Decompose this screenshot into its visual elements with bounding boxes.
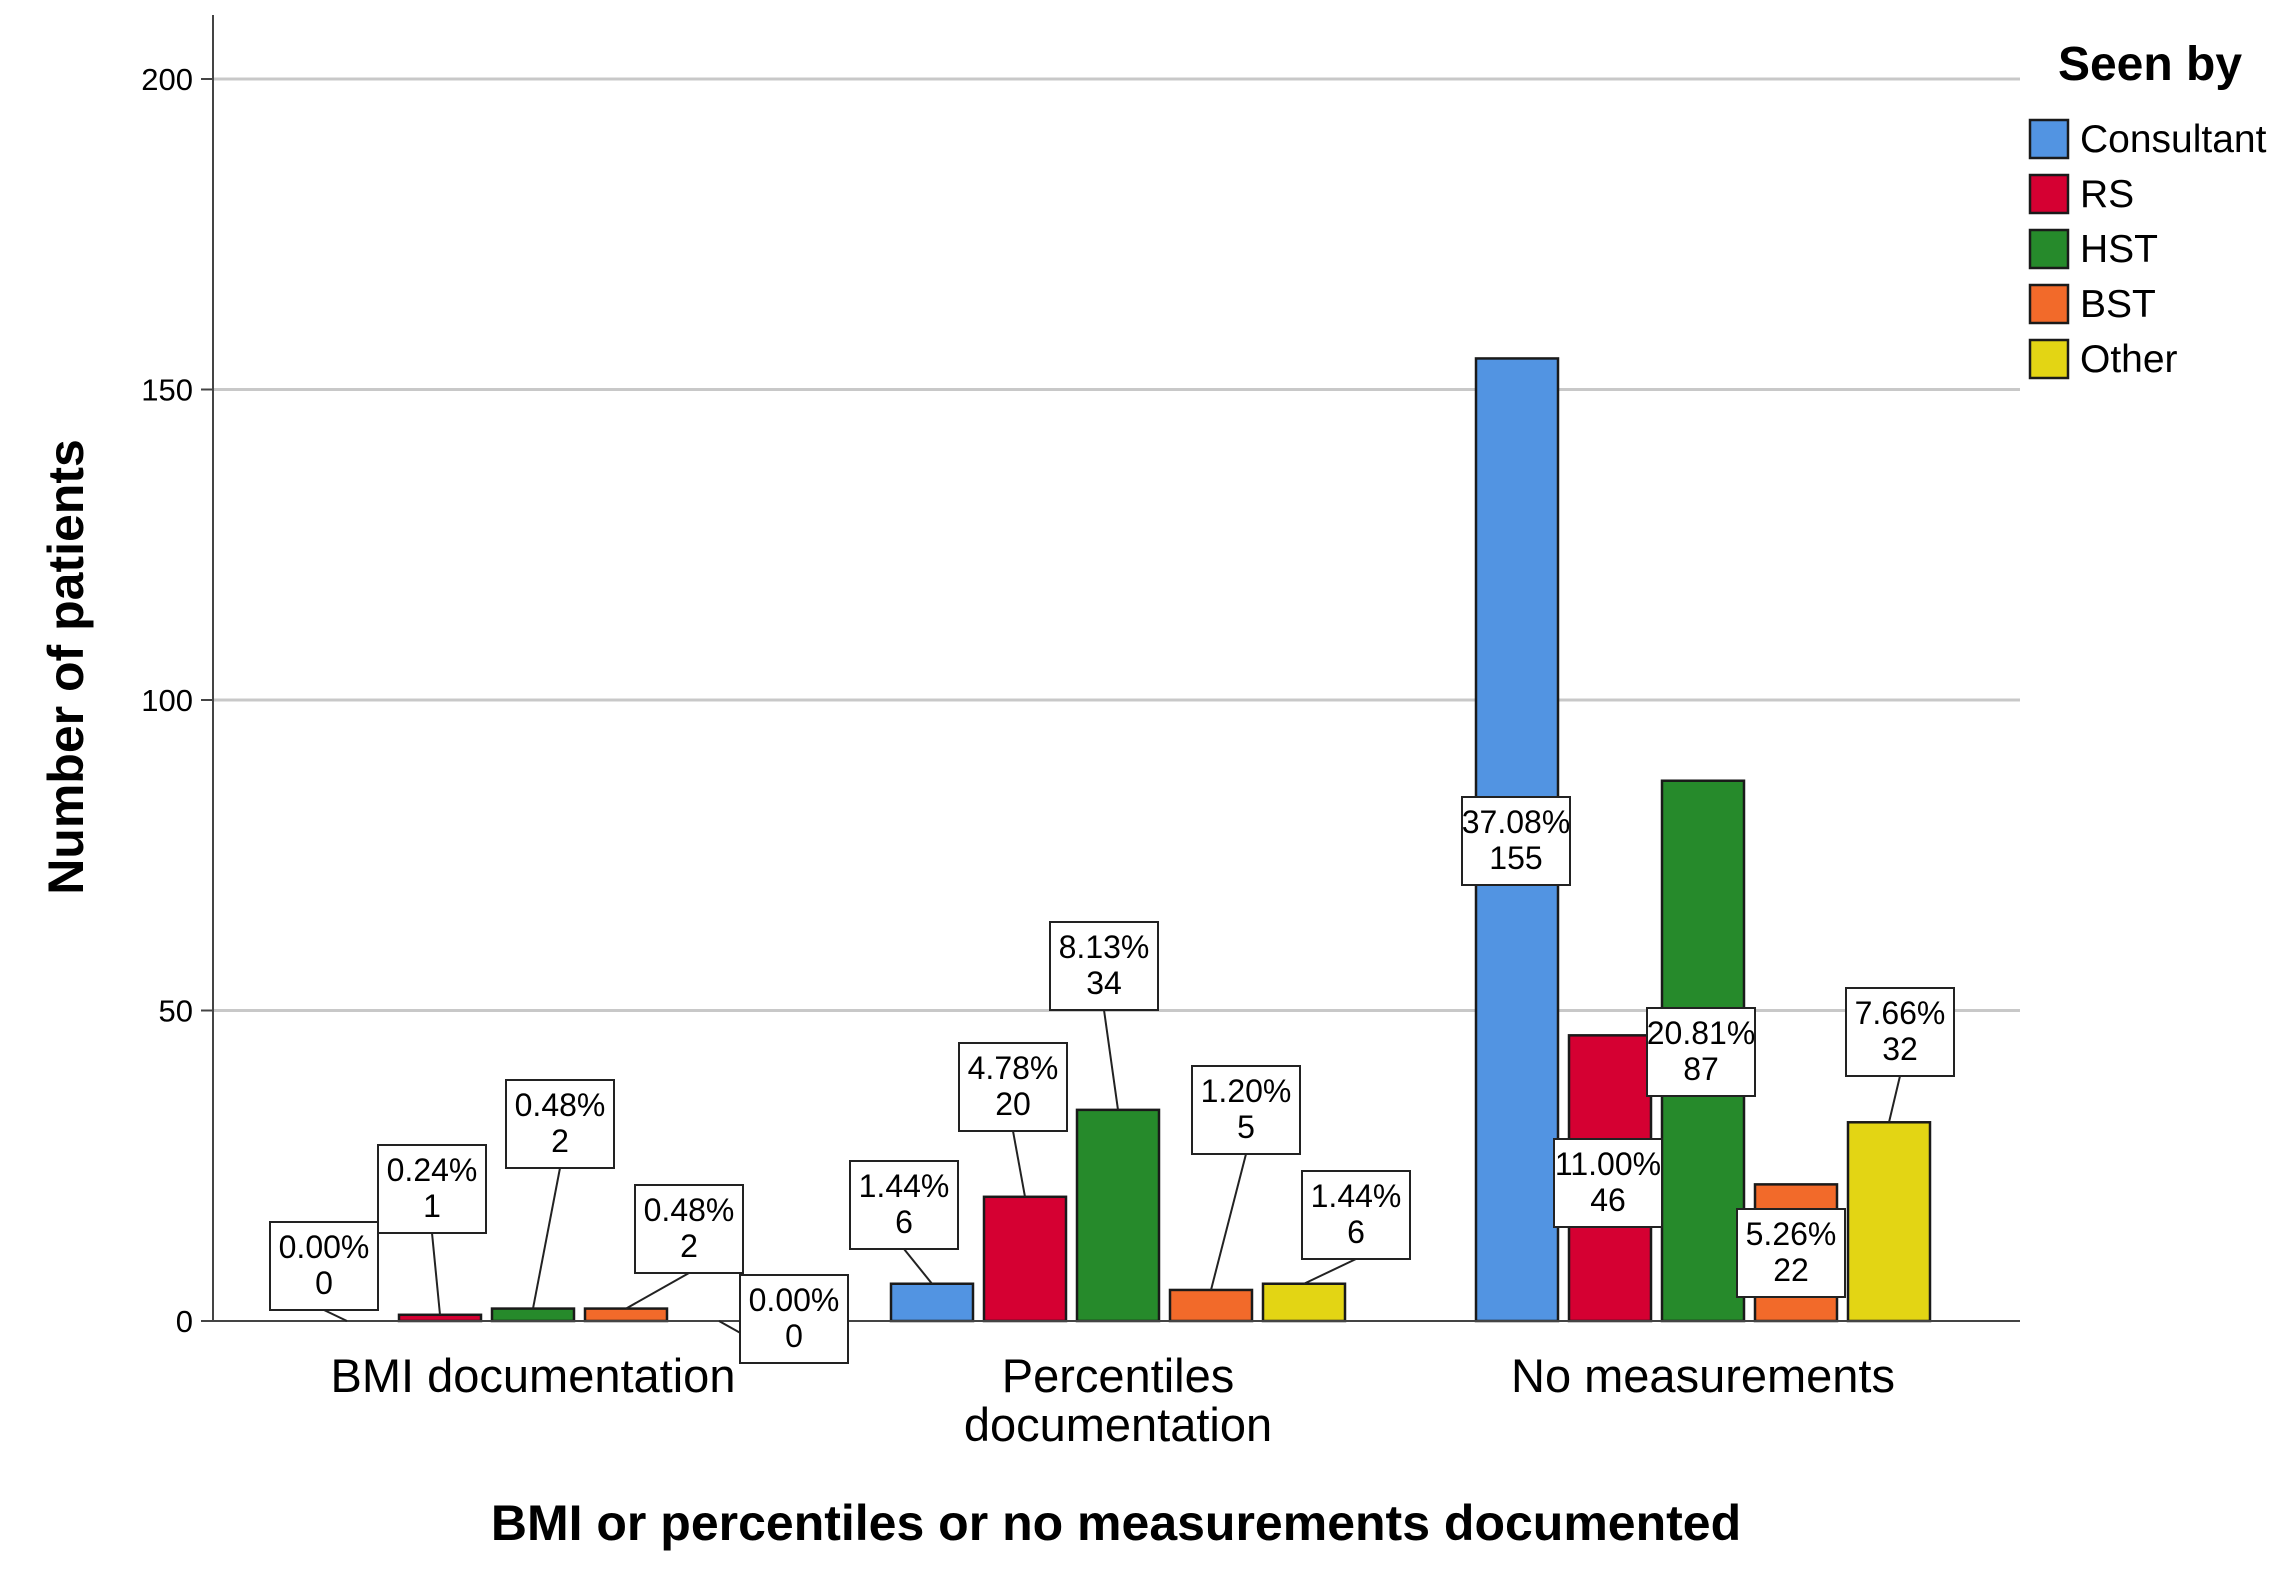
legend: Consultant RS HST BST Other bbox=[2028, 118, 2267, 381]
data-label-box bbox=[1191, 1065, 1301, 1155]
y-axis-title: Number of patients bbox=[38, 439, 94, 895]
data-label-box bbox=[1646, 1007, 1756, 1097]
data-label-count: 2 bbox=[680, 1228, 698, 1264]
data-label-box bbox=[958, 1042, 1068, 1132]
data-label-percent: 0.00% bbox=[749, 1282, 840, 1318]
legend-swatch-other bbox=[2028, 338, 2070, 380]
data-label-percent: 1.44% bbox=[859, 1168, 950, 1204]
data-label-box bbox=[1301, 1170, 1411, 1260]
leader-line bbox=[625, 1272, 690, 1310]
y-tick-label: 0 bbox=[176, 1304, 193, 1339]
legend-label: HST bbox=[2080, 228, 2158, 271]
data-label-count: 46 bbox=[1590, 1182, 1626, 1218]
leader-line bbox=[1012, 1130, 1026, 1197]
data-label-percent: 37.08% bbox=[1462, 804, 1571, 840]
leader-line bbox=[323, 1309, 348, 1322]
data-label-percent: 0.48% bbox=[515, 1087, 606, 1123]
data-label-count: 22 bbox=[1773, 1252, 1809, 1288]
data-label-count: 32 bbox=[1882, 1031, 1918, 1067]
data-label-box bbox=[1553, 1138, 1663, 1228]
data-label-box bbox=[739, 1274, 849, 1364]
bar-consultant bbox=[889, 1282, 975, 1323]
data-label-percent: 0.00% bbox=[279, 1229, 370, 1265]
data-label-percent: 8.13% bbox=[1059, 929, 1150, 965]
data-label-count: 1 bbox=[423, 1188, 441, 1224]
leader-line bbox=[903, 1248, 933, 1285]
leader-line bbox=[431, 1232, 441, 1315]
bar-layer bbox=[397, 357, 1932, 1323]
x-axis-title: BMI or percentiles or no measurements do… bbox=[491, 1495, 1741, 1551]
data-label-count: 6 bbox=[895, 1204, 913, 1240]
legend-label: RS bbox=[2080, 173, 2134, 216]
data-label-count: 2 bbox=[551, 1123, 569, 1159]
bar-rs bbox=[982, 1195, 1068, 1323]
data-label-layer: 0.00%00.24%10.48%20.48%20.00%01.44%64.78… bbox=[269, 796, 1955, 1364]
y-tick-label: 100 bbox=[141, 683, 193, 718]
y-tick-label: 200 bbox=[141, 62, 193, 97]
data-label-box bbox=[377, 1144, 487, 1234]
bar-hst bbox=[490, 1307, 576, 1323]
x-tick-label: No measurements bbox=[1511, 1349, 1895, 1402]
legend-swatch-consultant bbox=[2028, 118, 2070, 160]
data-label-count: 87 bbox=[1683, 1051, 1719, 1087]
data-label-box bbox=[269, 1221, 379, 1311]
data-label-box bbox=[634, 1184, 744, 1274]
bar-bst bbox=[1168, 1288, 1254, 1323]
grid-layer bbox=[213, 77, 2020, 1012]
data-label-box bbox=[849, 1160, 959, 1250]
data-label-percent: 0.48% bbox=[644, 1192, 735, 1228]
data-label-count: 5 bbox=[1237, 1109, 1255, 1145]
x-tick-label: Percentiles bbox=[1002, 1349, 1235, 1402]
bar-other bbox=[1846, 1121, 1932, 1323]
legend-label: Other bbox=[2080, 338, 2178, 381]
leader-line bbox=[1303, 1258, 1357, 1285]
data-label-percent: 0.24% bbox=[387, 1152, 478, 1188]
legend-label: Consultant bbox=[2080, 118, 2267, 161]
data-label-count: 155 bbox=[1489, 840, 1542, 876]
data-label-percent: 11.00% bbox=[1555, 1146, 1661, 1182]
data-label-count: 6 bbox=[1347, 1214, 1365, 1250]
data-label-count: 20 bbox=[995, 1086, 1031, 1122]
bar-bst bbox=[583, 1307, 669, 1323]
x-tick-label: BMI documentation bbox=[331, 1349, 736, 1402]
leader-line bbox=[1210, 1153, 1247, 1291]
data-label-percent: 4.78% bbox=[968, 1050, 1059, 1086]
data-label-percent: 7.66% bbox=[1855, 995, 1946, 1031]
leader-line bbox=[532, 1167, 561, 1309]
legend-swatch-rs bbox=[2028, 173, 2070, 215]
x-tick-label: documentation bbox=[964, 1398, 1272, 1451]
data-label-box bbox=[1845, 987, 1955, 1077]
data-label-box bbox=[1736, 1208, 1846, 1298]
data-label-box bbox=[505, 1079, 615, 1169]
data-label-count: 0 bbox=[315, 1265, 333, 1301]
y-tick-label: 50 bbox=[159, 994, 193, 1029]
data-label-percent: 5.26% bbox=[1746, 1216, 1837, 1252]
legend-swatch-hst bbox=[2028, 228, 2070, 270]
legend-title: Seen by bbox=[2058, 38, 2242, 91]
leader-line bbox=[1888, 1075, 1901, 1123]
y-tick-label: 150 bbox=[141, 373, 193, 408]
data-label-count: 0 bbox=[785, 1318, 803, 1354]
data-label-percent: 1.44% bbox=[1311, 1178, 1402, 1214]
legend-label: BST bbox=[2080, 283, 2156, 326]
data-label-box bbox=[1461, 796, 1571, 886]
data-label-box bbox=[1049, 921, 1159, 1011]
bar-other bbox=[1261, 1282, 1347, 1323]
data-label-percent: 20.81% bbox=[1647, 1015, 1756, 1051]
legend-swatch-bst bbox=[2028, 283, 2070, 325]
bar-hst bbox=[1075, 1108, 1161, 1323]
data-label-percent: 1.20% bbox=[1201, 1073, 1292, 1109]
data-label-count: 34 bbox=[1086, 965, 1122, 1001]
leader-line bbox=[1103, 1009, 1119, 1110]
